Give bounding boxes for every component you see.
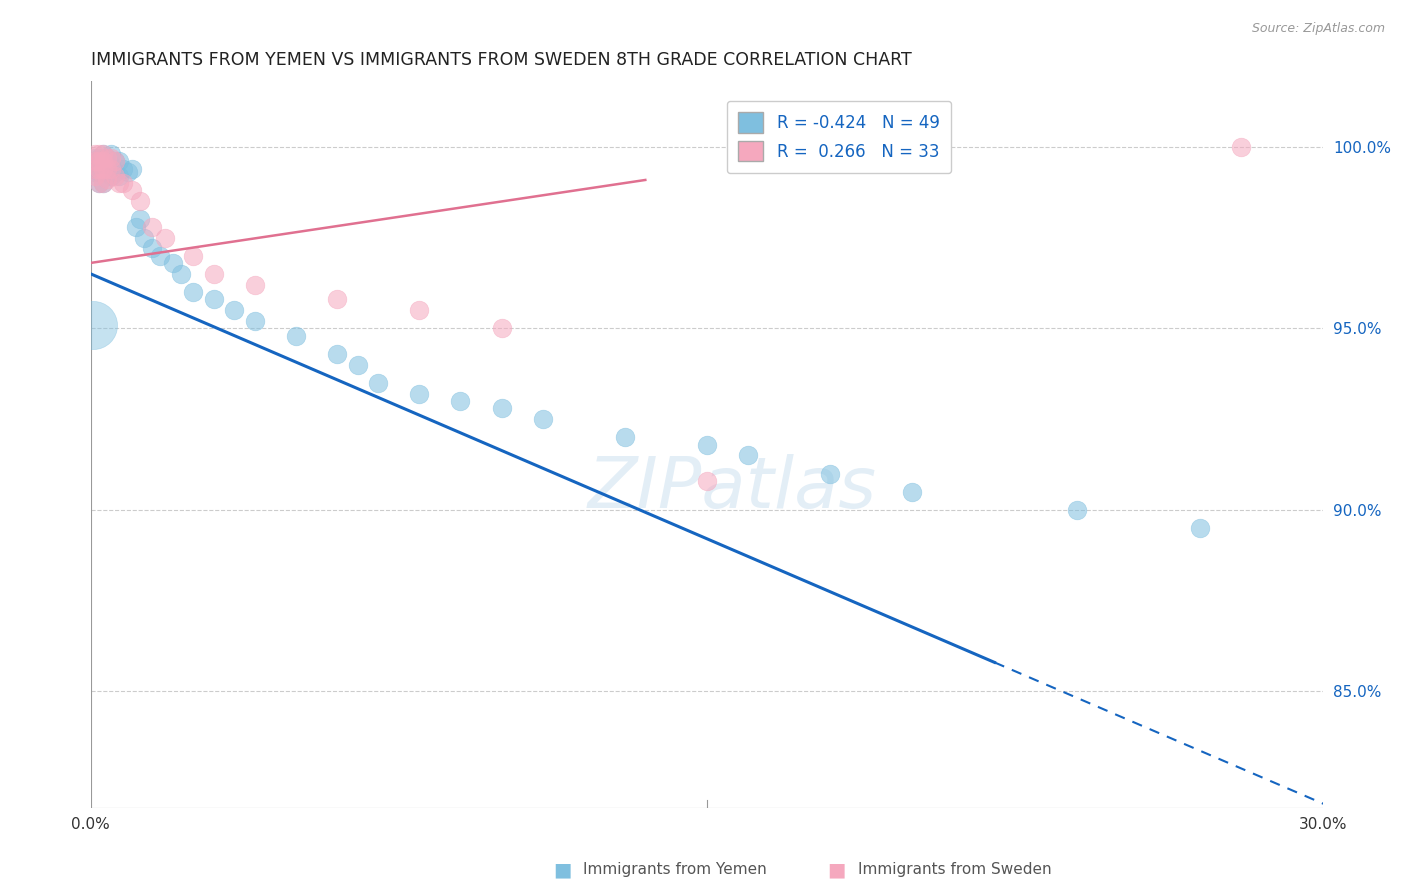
- Point: [1230, 139, 1253, 153]
- Point: [104, 165, 127, 179]
- Point: [83, 158, 105, 172]
- Point: [531, 412, 554, 426]
- Point: [117, 165, 139, 179]
- Text: IMMIGRANTS FROM YEMEN VS IMMIGRANTS FROM SWEDEN 8TH GRADE CORRELATION CHART: IMMIGRANTS FROM YEMEN VS IMMIGRANTS FROM…: [90, 51, 911, 69]
- Legend: R = -0.424   N = 49, R =  0.266   N = 33: R = -0.424 N = 49, R = 0.266 N = 33: [727, 101, 952, 173]
- Point: [100, 147, 122, 161]
- Point: [108, 169, 131, 183]
- Point: [83, 161, 105, 176]
- Text: ZIPatlas: ZIPatlas: [588, 454, 876, 523]
- Point: [449, 393, 471, 408]
- Point: [87, 158, 110, 172]
- Point: [491, 321, 513, 335]
- Point: [100, 169, 122, 183]
- Point: [83, 169, 105, 183]
- Point: [83, 154, 105, 169]
- Point: [243, 314, 266, 328]
- Point: [91, 176, 114, 190]
- Point: [285, 328, 308, 343]
- Point: [1188, 521, 1211, 535]
- Point: [100, 161, 122, 176]
- Point: [83, 165, 105, 179]
- Point: [91, 147, 114, 161]
- Point: [87, 154, 110, 169]
- Point: [696, 474, 718, 488]
- Point: [96, 165, 118, 179]
- Point: [100, 158, 122, 172]
- Point: [367, 376, 389, 390]
- Text: ■: ■: [553, 860, 572, 880]
- Point: [125, 219, 148, 234]
- Point: [121, 183, 143, 197]
- Point: [96, 151, 118, 165]
- Point: [100, 151, 122, 165]
- Point: [87, 161, 110, 176]
- Point: [91, 161, 114, 176]
- Point: [141, 219, 163, 234]
- Point: [83, 151, 105, 165]
- Point: [87, 165, 110, 179]
- Point: [91, 165, 114, 179]
- Point: [408, 303, 430, 318]
- Point: [408, 386, 430, 401]
- Point: [91, 154, 114, 169]
- Point: [112, 176, 135, 190]
- Point: [141, 241, 163, 255]
- Point: [170, 267, 193, 281]
- Text: ■: ■: [827, 860, 846, 880]
- Point: [183, 249, 205, 263]
- Point: [202, 267, 225, 281]
- Point: [326, 292, 349, 306]
- Point: [183, 285, 205, 299]
- Point: [696, 437, 718, 451]
- Text: Source: ZipAtlas.com: Source: ZipAtlas.com: [1251, 22, 1385, 36]
- Point: [613, 430, 636, 444]
- Point: [346, 358, 368, 372]
- Point: [91, 147, 114, 161]
- Point: [129, 212, 152, 227]
- Point: [202, 292, 225, 306]
- Point: [104, 154, 127, 169]
- Point: [108, 176, 131, 190]
- Point: [87, 176, 110, 190]
- Point: [132, 230, 155, 244]
- Text: Immigrants from Sweden: Immigrants from Sweden: [858, 863, 1052, 877]
- Point: [96, 172, 118, 186]
- Point: [112, 161, 135, 176]
- Point: [326, 347, 349, 361]
- Point: [91, 154, 114, 169]
- Point: [87, 151, 110, 165]
- Point: [149, 249, 172, 263]
- Point: [108, 154, 131, 169]
- Point: [818, 467, 841, 481]
- Point: [737, 449, 759, 463]
- Point: [162, 256, 184, 270]
- Point: [83, 147, 105, 161]
- Point: [96, 151, 118, 165]
- Point: [82, 318, 104, 332]
- Point: [224, 303, 246, 318]
- Point: [104, 154, 127, 169]
- Point: [901, 484, 924, 499]
- Point: [491, 401, 513, 416]
- Point: [243, 277, 266, 292]
- Text: Immigrants from Yemen: Immigrants from Yemen: [583, 863, 768, 877]
- Point: [96, 161, 118, 176]
- Point: [153, 230, 176, 244]
- Point: [87, 147, 110, 161]
- Point: [121, 161, 143, 176]
- Point: [104, 169, 127, 183]
- Point: [129, 194, 152, 209]
- Point: [87, 176, 110, 190]
- Point: [1066, 503, 1088, 517]
- Point: [91, 176, 114, 190]
